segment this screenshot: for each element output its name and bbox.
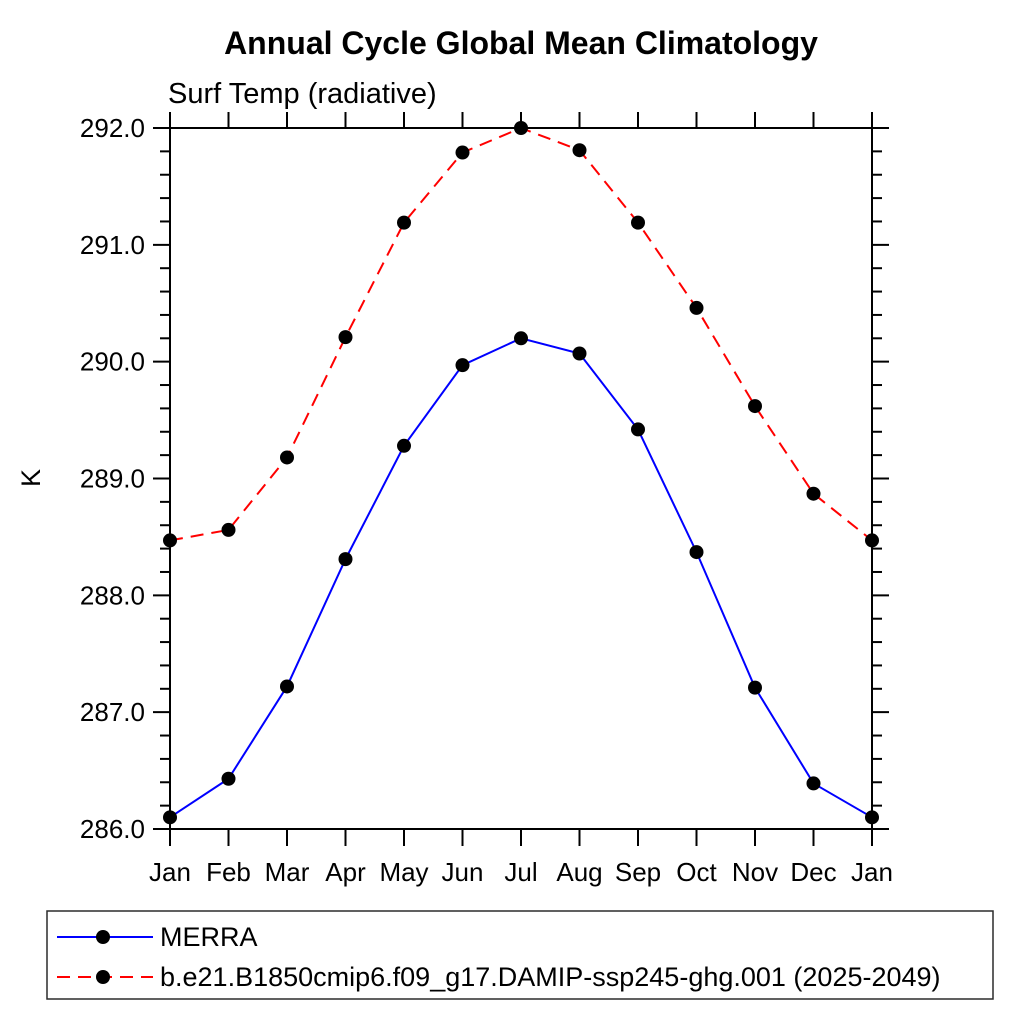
plot-frame (169, 127, 873, 830)
data-point-merra (806, 776, 821, 791)
x-tick-label: Mar (265, 857, 310, 887)
x-tick-label: Sep (615, 857, 661, 887)
x-tick-label: Feb (206, 857, 251, 887)
data-point-model (455, 145, 470, 160)
legend-box (46, 910, 994, 1000)
y-tick-label: 292.0 (80, 113, 145, 143)
legend-label-merra: MERRA (160, 922, 258, 952)
data-point-merra (163, 810, 177, 825)
chart-subtitle: Surf Temp (radiative) (168, 78, 437, 110)
data-point-merra (689, 545, 704, 560)
data-point-model (397, 215, 411, 230)
data-point-merra (748, 680, 762, 695)
legend-sample-marker-merra (96, 930, 110, 944)
x-tick-label: Apr (325, 857, 366, 887)
data-point-merra (221, 771, 236, 786)
x-tick-label: Jul (504, 857, 537, 887)
data-series (163, 121, 879, 825)
data-point-merra (280, 679, 294, 694)
data-point-model (338, 330, 353, 345)
x-tick-label: Nov (732, 857, 778, 887)
data-point-model (280, 450, 294, 465)
x-tick-label: Dec (790, 857, 836, 887)
data-point-merra (338, 552, 353, 567)
data-point-merra (865, 810, 879, 825)
x-tick-label: Jan (149, 857, 191, 887)
data-point-merra (514, 331, 528, 346)
x-tick-label: Oct (676, 857, 717, 887)
x-tick-label: May (379, 857, 428, 887)
legend-sample-marker-model (96, 970, 110, 984)
y-tick-label: 288.0 (80, 580, 145, 610)
y-axis-title: K (16, 469, 46, 487)
data-point-merra (572, 346, 587, 361)
data-point-model (221, 522, 236, 537)
x-tick-label: Jun (442, 857, 484, 887)
chart-title: Annual Cycle Global Mean Climatology (224, 25, 818, 61)
data-point-model (572, 143, 587, 158)
data-point-model (865, 533, 879, 548)
data-point-model (689, 300, 704, 315)
data-point-merra (455, 358, 470, 373)
data-point-model (514, 121, 528, 135)
legend: MERRA b.e21.B1850cmip6.f09_g17.DAMIP-ssp2… (46, 910, 994, 1000)
data-point-merra (631, 422, 645, 437)
data-point-merra (397, 438, 411, 453)
data-point-model (163, 533, 177, 548)
y-tick-label: 287.0 (80, 697, 145, 727)
y-tick-label: 289.0 (80, 464, 145, 494)
data-point-model (806, 486, 821, 501)
y-tick-label: 291.0 (80, 230, 145, 260)
series-line-merra (169, 337, 873, 819)
data-point-model (748, 399, 762, 414)
y-tick-label: 290.0 (80, 347, 145, 377)
x-tick-label: Jan (851, 857, 893, 887)
axis-tick-labels: Jan Feb Mar Apr May Jun Jul Aug Sep Oct Nov Dec Jan2… (80, 113, 893, 887)
y-tick-label: 286.0 (80, 814, 145, 844)
axis-ticks (153, 112, 889, 846)
x-tick-label: Aug (556, 857, 602, 887)
data-point-model (631, 215, 645, 230)
legend-label-model: b.e21.B1850cmip6.f09_g17.DAMIP-ssp245-gh… (160, 962, 941, 992)
